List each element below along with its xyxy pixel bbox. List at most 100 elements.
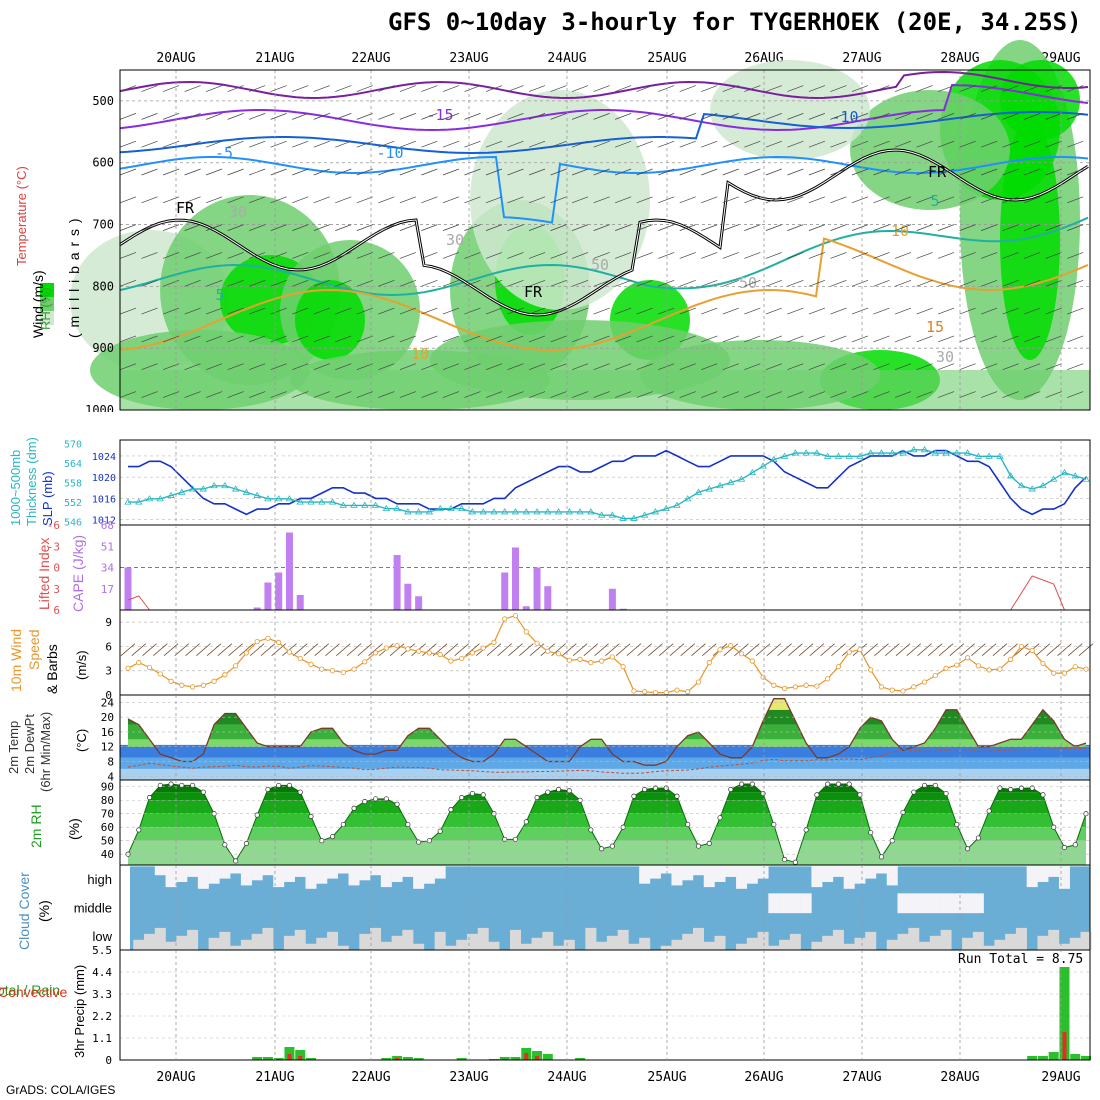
- wind-barb: [1045, 391, 1062, 398]
- wind-barb: [722, 168, 739, 176]
- wind-barb: [937, 335, 955, 343]
- date-label-bottom: 27AUG: [842, 1070, 881, 1085]
- wind-barb: [981, 363, 998, 371]
- wind-speed-point: [276, 639, 282, 645]
- contour-minus20: [119, 70, 1089, 100]
- wind-barb: [528, 363, 546, 371]
- wind-barb: [443, 643, 459, 656]
- wind-barb: [528, 196, 546, 204]
- wind-barb: [399, 252, 416, 259]
- wind-barb: [830, 391, 847, 398]
- wind-barb: [1045, 224, 1062, 231]
- precip-bar: [532, 1051, 543, 1060]
- cloud-high-cell: [208, 865, 220, 884]
- wind-barb: [356, 252, 373, 259]
- wind-barb: [636, 391, 653, 398]
- wind-barb: [227, 307, 244, 315]
- contour-label: 5: [930, 192, 939, 210]
- cloud-high-cell: [413, 865, 425, 889]
- wind-barb: [1067, 85, 1084, 92]
- li-tick-label: 0: [53, 562, 60, 575]
- date-label-bottom: 26AUG: [744, 1070, 783, 1085]
- rh-point: [588, 827, 594, 833]
- cloud-middle-cell: [789, 893, 801, 914]
- cloud-low-cell: [477, 927, 489, 950]
- wind-barb: [722, 335, 739, 343]
- wind-barb: [679, 307, 696, 315]
- wind-speed-point: [254, 638, 260, 645]
- thickness-marker: [748, 468, 757, 476]
- wind-barb: [658, 113, 675, 120]
- thickness-marker: [813, 449, 821, 456]
- cloud-high-cell: [219, 865, 231, 879]
- wind-barb: [399, 224, 416, 231]
- wind-barb: [679, 85, 696, 92]
- rh-point: [975, 835, 981, 841]
- wind-barb: [658, 335, 675, 343]
- wind-barb: [959, 363, 976, 371]
- cape-tick-label: 34: [101, 562, 115, 575]
- wind-speed-point: [749, 658, 755, 664]
- wind-barb: [851, 196, 869, 204]
- thickness-marker: [985, 452, 993, 459]
- thickness-marker: [877, 449, 886, 456]
- precip-tick-label: 1.1: [92, 1032, 112, 1045]
- wind-speed-point: [577, 656, 583, 662]
- wind-barb: [937, 168, 955, 176]
- wind-barb: [335, 224, 352, 231]
- precip-bar: [402, 1057, 413, 1060]
- wind-speed-point: [566, 657, 572, 663]
- wind-tick-label: 6: [105, 640, 112, 653]
- wind-barb: [485, 391, 503, 398]
- wind-barb: [227, 335, 244, 343]
- wind-barb: [442, 85, 460, 92]
- wind-barb: [292, 224, 309, 231]
- wind-barb: [937, 307, 955, 315]
- wind-barb: [615, 113, 632, 120]
- cape-tick-label: 17: [101, 583, 114, 596]
- rh-tick-label: 50: [101, 835, 114, 848]
- wind-barb: [528, 307, 546, 315]
- wind-barb: [744, 196, 761, 204]
- rh-legend-swatch: [40, 311, 54, 325]
- cloud-low-cell: [671, 939, 683, 950]
- thickness-marker: [1006, 472, 1015, 479]
- wind-barb: [271, 643, 286, 656]
- wind-barb: [249, 643, 265, 656]
- cloud-high-cell: [370, 865, 382, 876]
- cloud-low-cell: [154, 927, 166, 950]
- wind-barb: [562, 643, 577, 656]
- wind-barb: [808, 85, 826, 92]
- wind-barb: [335, 307, 352, 315]
- cape-bar: [253, 607, 261, 610]
- wind-barb: [249, 279, 266, 287]
- rh-point: [814, 792, 820, 798]
- wind-barb: [679, 335, 696, 343]
- cloud-low-cell: [1015, 927, 1027, 950]
- wind-barb: [851, 363, 869, 371]
- cloud-low-cell: [542, 931, 554, 950]
- wind-barb: [615, 391, 632, 398]
- temp-tick-label: 4: [107, 770, 114, 783]
- cloud-low-cell: [563, 939, 575, 950]
- wind-barb: [1067, 196, 1084, 204]
- thickness-tick-label: 570: [64, 439, 82, 450]
- wind-barb: [679, 252, 696, 259]
- wind-barb: [507, 196, 524, 204]
- wind-barb: [636, 307, 653, 315]
- wind-speed-point: [609, 654, 615, 660]
- date-label-bottom: 28AUG: [940, 1070, 979, 1085]
- cloud-low-cell: [832, 929, 844, 950]
- precip-bar: [575, 1058, 586, 1060]
- wind-barb: [356, 85, 373, 92]
- wind-barb: [529, 643, 545, 656]
- cloud-high-cell: [563, 865, 575, 867]
- thickness-marker: [662, 504, 670, 512]
- wind-barb: [830, 335, 847, 343]
- wind-speed-point: [814, 683, 820, 689]
- wind-barb: [528, 391, 546, 398]
- cloud-low-cell: [1080, 931, 1092, 950]
- wind-barb: [981, 307, 998, 315]
- cloud-high-cell: [348, 865, 360, 886]
- wind-barb: [593, 113, 610, 120]
